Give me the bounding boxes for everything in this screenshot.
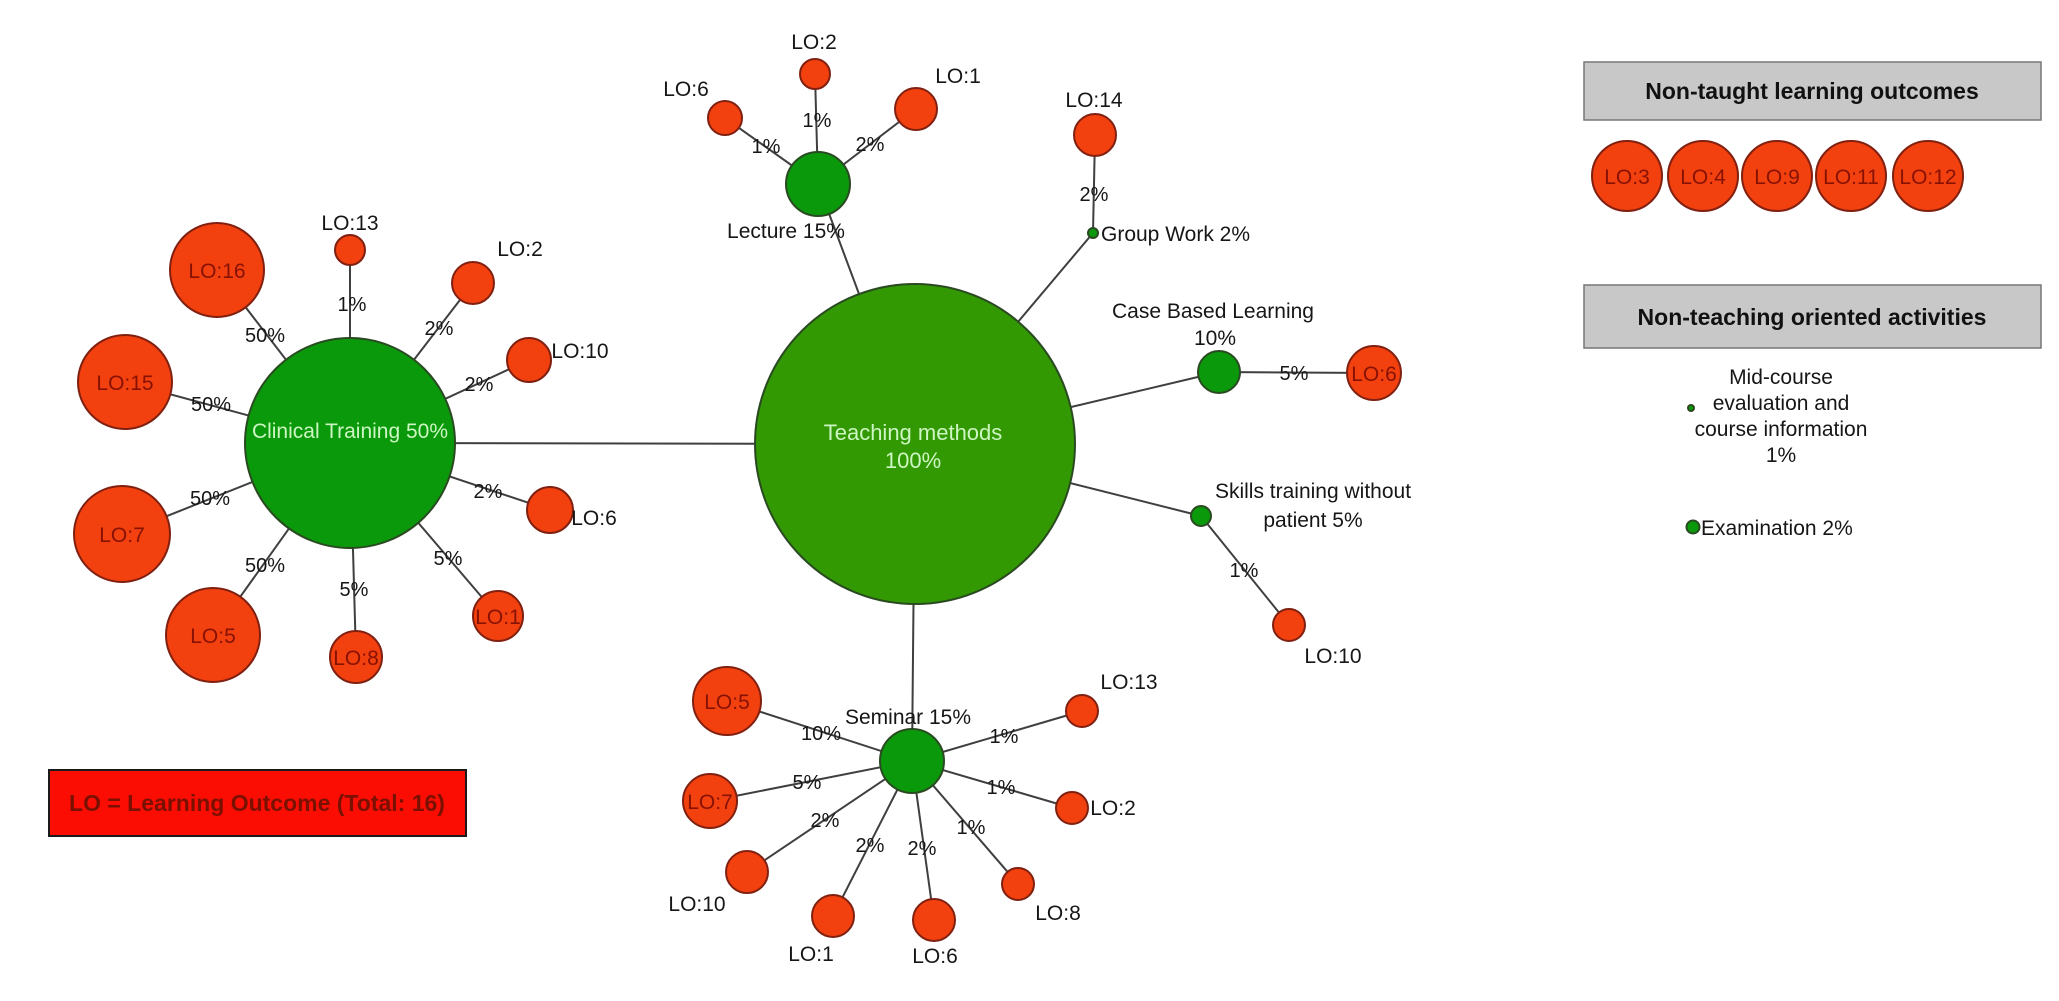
svg-text:2%: 2% [1080,184,1109,206]
svg-text:5%: 5% [340,579,369,601]
svg-text:LO:15: LO:15 [96,372,153,395]
svg-text:2%: 2% [425,318,454,340]
svg-text:Clinical Training 50%: Clinical Training 50% [252,420,448,443]
svg-text:LO:1: LO:1 [935,65,981,88]
svg-text:50%: 50% [245,325,285,347]
svg-text:LO:6: LO:6 [663,78,709,101]
svg-text:2%: 2% [856,835,885,857]
svg-text:LO:1: LO:1 [475,606,521,629]
svg-text:2%: 2% [856,134,885,156]
svg-text:LO:7: LO:7 [687,791,733,814]
svg-text:LO:9: LO:9 [1754,166,1800,189]
svg-text:Examination 2%: Examination 2% [1701,517,1853,540]
svg-text:LO:7: LO:7 [99,524,145,547]
svg-text:LO:10: LO:10 [551,340,608,363]
svg-text:1%: 1% [987,777,1016,799]
svg-text:LO:2: LO:2 [1090,797,1136,820]
svg-text:LO:10: LO:10 [1304,645,1361,668]
svg-text:LO:6: LO:6 [571,507,617,530]
svg-text:LO:5: LO:5 [190,625,236,648]
svg-text:course information: course information [1695,418,1868,441]
svg-text:LO:2: LO:2 [497,238,543,261]
svg-text:Mid-course: Mid-course [1729,366,1833,389]
svg-text:2%: 2% [474,481,503,503]
svg-text:LO:6: LO:6 [1351,363,1397,386]
svg-text:1%: 1% [957,817,986,839]
svg-text:LO:3: LO:3 [1604,166,1650,189]
svg-text:Non-teaching oriented activiti: Non-teaching oriented activities [1638,304,1987,330]
svg-text:LO:12: LO:12 [1899,166,1956,189]
svg-text:50%: 50% [191,394,231,416]
svg-text:1%: 1% [752,136,781,158]
svg-text:Group Work 2%: Group Work 2% [1101,223,1250,246]
svg-text:Teaching methods: Teaching methods [824,420,1003,445]
svg-text:1%: 1% [1766,444,1796,467]
svg-text:5%: 5% [793,772,822,794]
svg-text:LO:14: LO:14 [1065,89,1123,112]
svg-text:1%: 1% [990,726,1019,748]
svg-text:2%: 2% [811,810,840,832]
svg-text:1%: 1% [338,294,367,316]
svg-text:LO:8: LO:8 [333,647,379,670]
svg-text:2%: 2% [908,838,937,860]
svg-text:5%: 5% [434,548,463,570]
svg-text:2%: 2% [465,374,494,396]
svg-text:50%: 50% [190,488,230,510]
svg-text:100%: 100% [885,448,941,473]
svg-text:LO:8: LO:8 [1035,902,1081,925]
svg-text:Lecture 15%: Lecture 15% [727,220,845,243]
svg-text:LO:11: LO:11 [1823,166,1879,189]
svg-text:LO:13: LO:13 [321,212,378,235]
svg-text:10%: 10% [801,723,841,745]
svg-text:50%: 50% [245,555,285,577]
svg-text:1%: 1% [803,110,832,132]
svg-text:LO:6: LO:6 [912,945,958,968]
svg-text:LO:5: LO:5 [704,691,750,714]
svg-text:Non-taught learning outcomes: Non-taught learning outcomes [1645,78,1979,104]
svg-text:LO:13: LO:13 [1100,671,1157,694]
svg-text:LO:10: LO:10 [668,893,725,916]
svg-text:LO:4: LO:4 [1680,166,1726,189]
svg-text:Seminar 15%: Seminar 15% [845,706,971,729]
svg-text:5%: 5% [1280,363,1309,385]
svg-text:1%: 1% [1230,560,1259,582]
svg-text:Skills training without: Skills training without [1215,480,1411,503]
svg-text:10%: 10% [1194,327,1236,350]
svg-text:LO:16: LO:16 [188,260,245,283]
svg-text:evaluation and: evaluation and [1713,392,1850,415]
svg-text:Case Based Learning: Case Based Learning [1112,300,1314,323]
svg-text:LO:1: LO:1 [788,943,834,966]
svg-text:LO = Learning Outcome (Total:: LO = Learning Outcome (Total: 16) [69,790,445,816]
svg-text:patient 5%: patient 5% [1263,509,1362,532]
svg-text:LO:2: LO:2 [791,31,837,54]
